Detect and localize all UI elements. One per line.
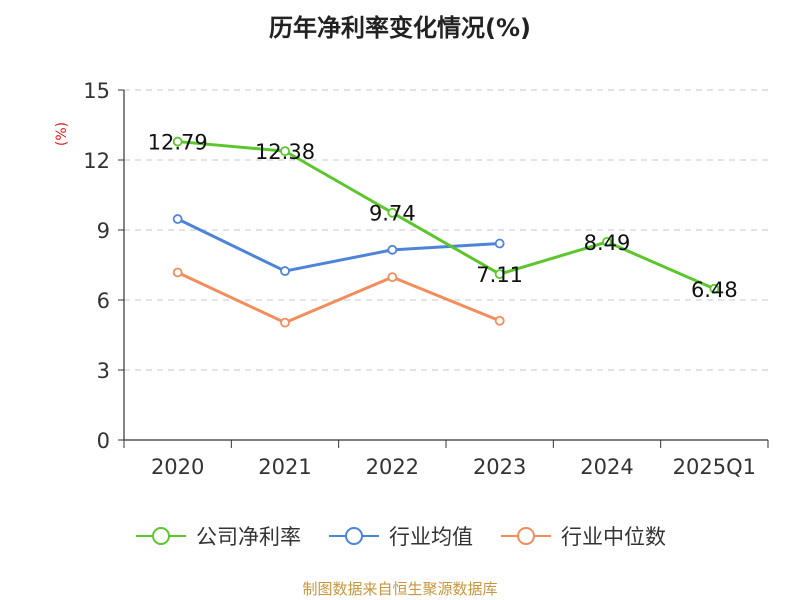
y-tick-label-6: 6	[97, 289, 110, 313]
data-label-2020: 12.79	[148, 131, 208, 155]
legend-marker-icon	[136, 527, 186, 545]
data-point-0-2024	[602, 236, 612, 247]
data-point-2-2021	[280, 317, 290, 328]
data-point-1-2021	[280, 266, 290, 276]
legend-label: 行业中位数	[561, 525, 666, 549]
data-point-2-2020	[172, 267, 183, 278]
y-tick-label-0: 0	[97, 429, 110, 453]
y-tick-label-15: 15	[83, 79, 110, 103]
data-point-0-2025Q1	[709, 283, 720, 294]
data-point-2-2023	[494, 315, 505, 326]
data-point-0-2023	[494, 269, 505, 280]
data-point-1-2020	[172, 214, 183, 224]
series-line-0	[177, 140, 715, 291]
x-tick-label-2020: 2020	[151, 455, 204, 479]
data-label-2021: 12.38	[255, 140, 315, 164]
data-label-2022: 9.74	[369, 202, 416, 226]
legend-item-1[interactable]: 行业均值	[327, 521, 473, 551]
series-line-2	[177, 271, 501, 325]
data-label-2024: 8.49	[584, 231, 631, 255]
legend-label: 行业均值	[389, 525, 473, 549]
legend-marker-icon	[501, 527, 551, 545]
x-tick-label-2021: 2021	[258, 455, 311, 479]
data-point-0-2021	[280, 146, 290, 157]
x-tick-label-2024: 2024	[580, 455, 633, 479]
y-tick-label-12: 12	[83, 149, 110, 173]
data-source-note: 制图数据来自恒生聚源数据库	[302, 580, 498, 598]
x-tick-label-2022: 2022	[366, 455, 419, 479]
data-point-0-2022	[387, 207, 398, 218]
data-point-0-2020	[172, 136, 183, 147]
data-point-1-2023	[494, 238, 505, 249]
data-point-2-2022	[387, 272, 398, 283]
y-tick-label-9: 9	[97, 219, 110, 243]
x-tick-label-2025Q1: 2025Q1	[673, 455, 756, 479]
data-label-2025Q1: 6.48	[691, 278, 738, 302]
x-tick-label-2023: 2023	[473, 455, 526, 479]
chart-title: 历年净利率变化情况(%)	[269, 14, 531, 42]
chart-legend: 公司净利率 行业均值 行业中位数	[0, 520, 800, 552]
data-label-2023: 7.11	[476, 263, 523, 287]
legend-item-2[interactable]: 行业中位数	[499, 521, 666, 551]
legend-item-0[interactable]: 公司净利率	[134, 521, 301, 551]
y-tick-label-3: 3	[97, 359, 110, 383]
data-point-1-2022	[387, 244, 398, 255]
series-line-1	[177, 217, 500, 273]
legend-marker-icon	[329, 527, 379, 545]
legend-label: 公司净利率	[196, 525, 301, 549]
